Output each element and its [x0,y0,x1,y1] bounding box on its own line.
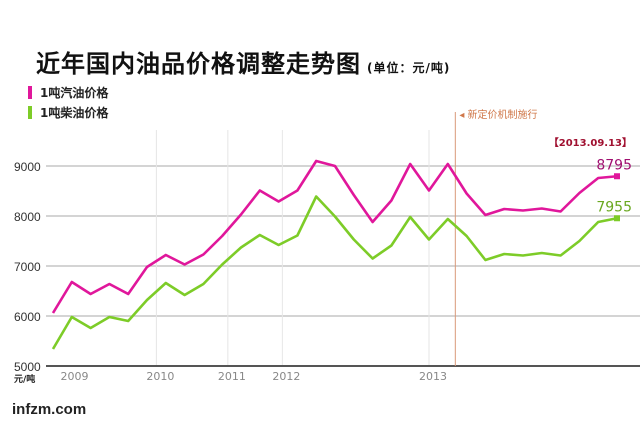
series-line-1 [51,195,618,350]
end-date-label: 【2013.09.13】 [549,136,632,149]
y-tick-label: 6000 [14,310,41,324]
y-tick-label: 9000 [14,160,41,174]
end-marker [614,173,620,180]
legend-swatch [28,86,32,99]
y-axis-unit: 元/吨 [14,373,35,385]
brand-logo: infzm.com [12,401,87,418]
end-value-label: 7955 [596,199,632,215]
legend-diesel: 1吨柴油价格 [28,104,108,121]
y-tick-label: 8000 [14,210,41,224]
x-tick-label: 2009 [61,370,89,383]
series-line-0 [51,159,618,314]
x-tick-label: 2011 [218,370,246,383]
y-tick-label: 5000 [14,360,41,374]
end-marker [614,215,620,222]
legend-swatch [28,106,32,119]
annotation-label: ◂ 新定价机制施行 [459,108,537,121]
legend-gasoline: 1吨汽油价格 [28,84,108,101]
x-tick-label: 2010 [146,370,174,383]
legend-label: 1吨汽油价格 [40,86,109,100]
y-tick-label: 7000 [14,260,41,274]
unit-label: (单位：元/吨) [367,61,451,75]
end-value-label: 8795 [596,157,632,173]
legend-label: 1吨柴油价格 [40,106,109,120]
title-text: 近年国内油品价格调整走势图 [36,50,361,78]
chart-title: 近年国内油品价格调整走势图 (单位：元/吨) [36,44,450,79]
x-tick-label: 2012 [272,370,300,383]
x-tick-label: 2013 [419,370,447,383]
